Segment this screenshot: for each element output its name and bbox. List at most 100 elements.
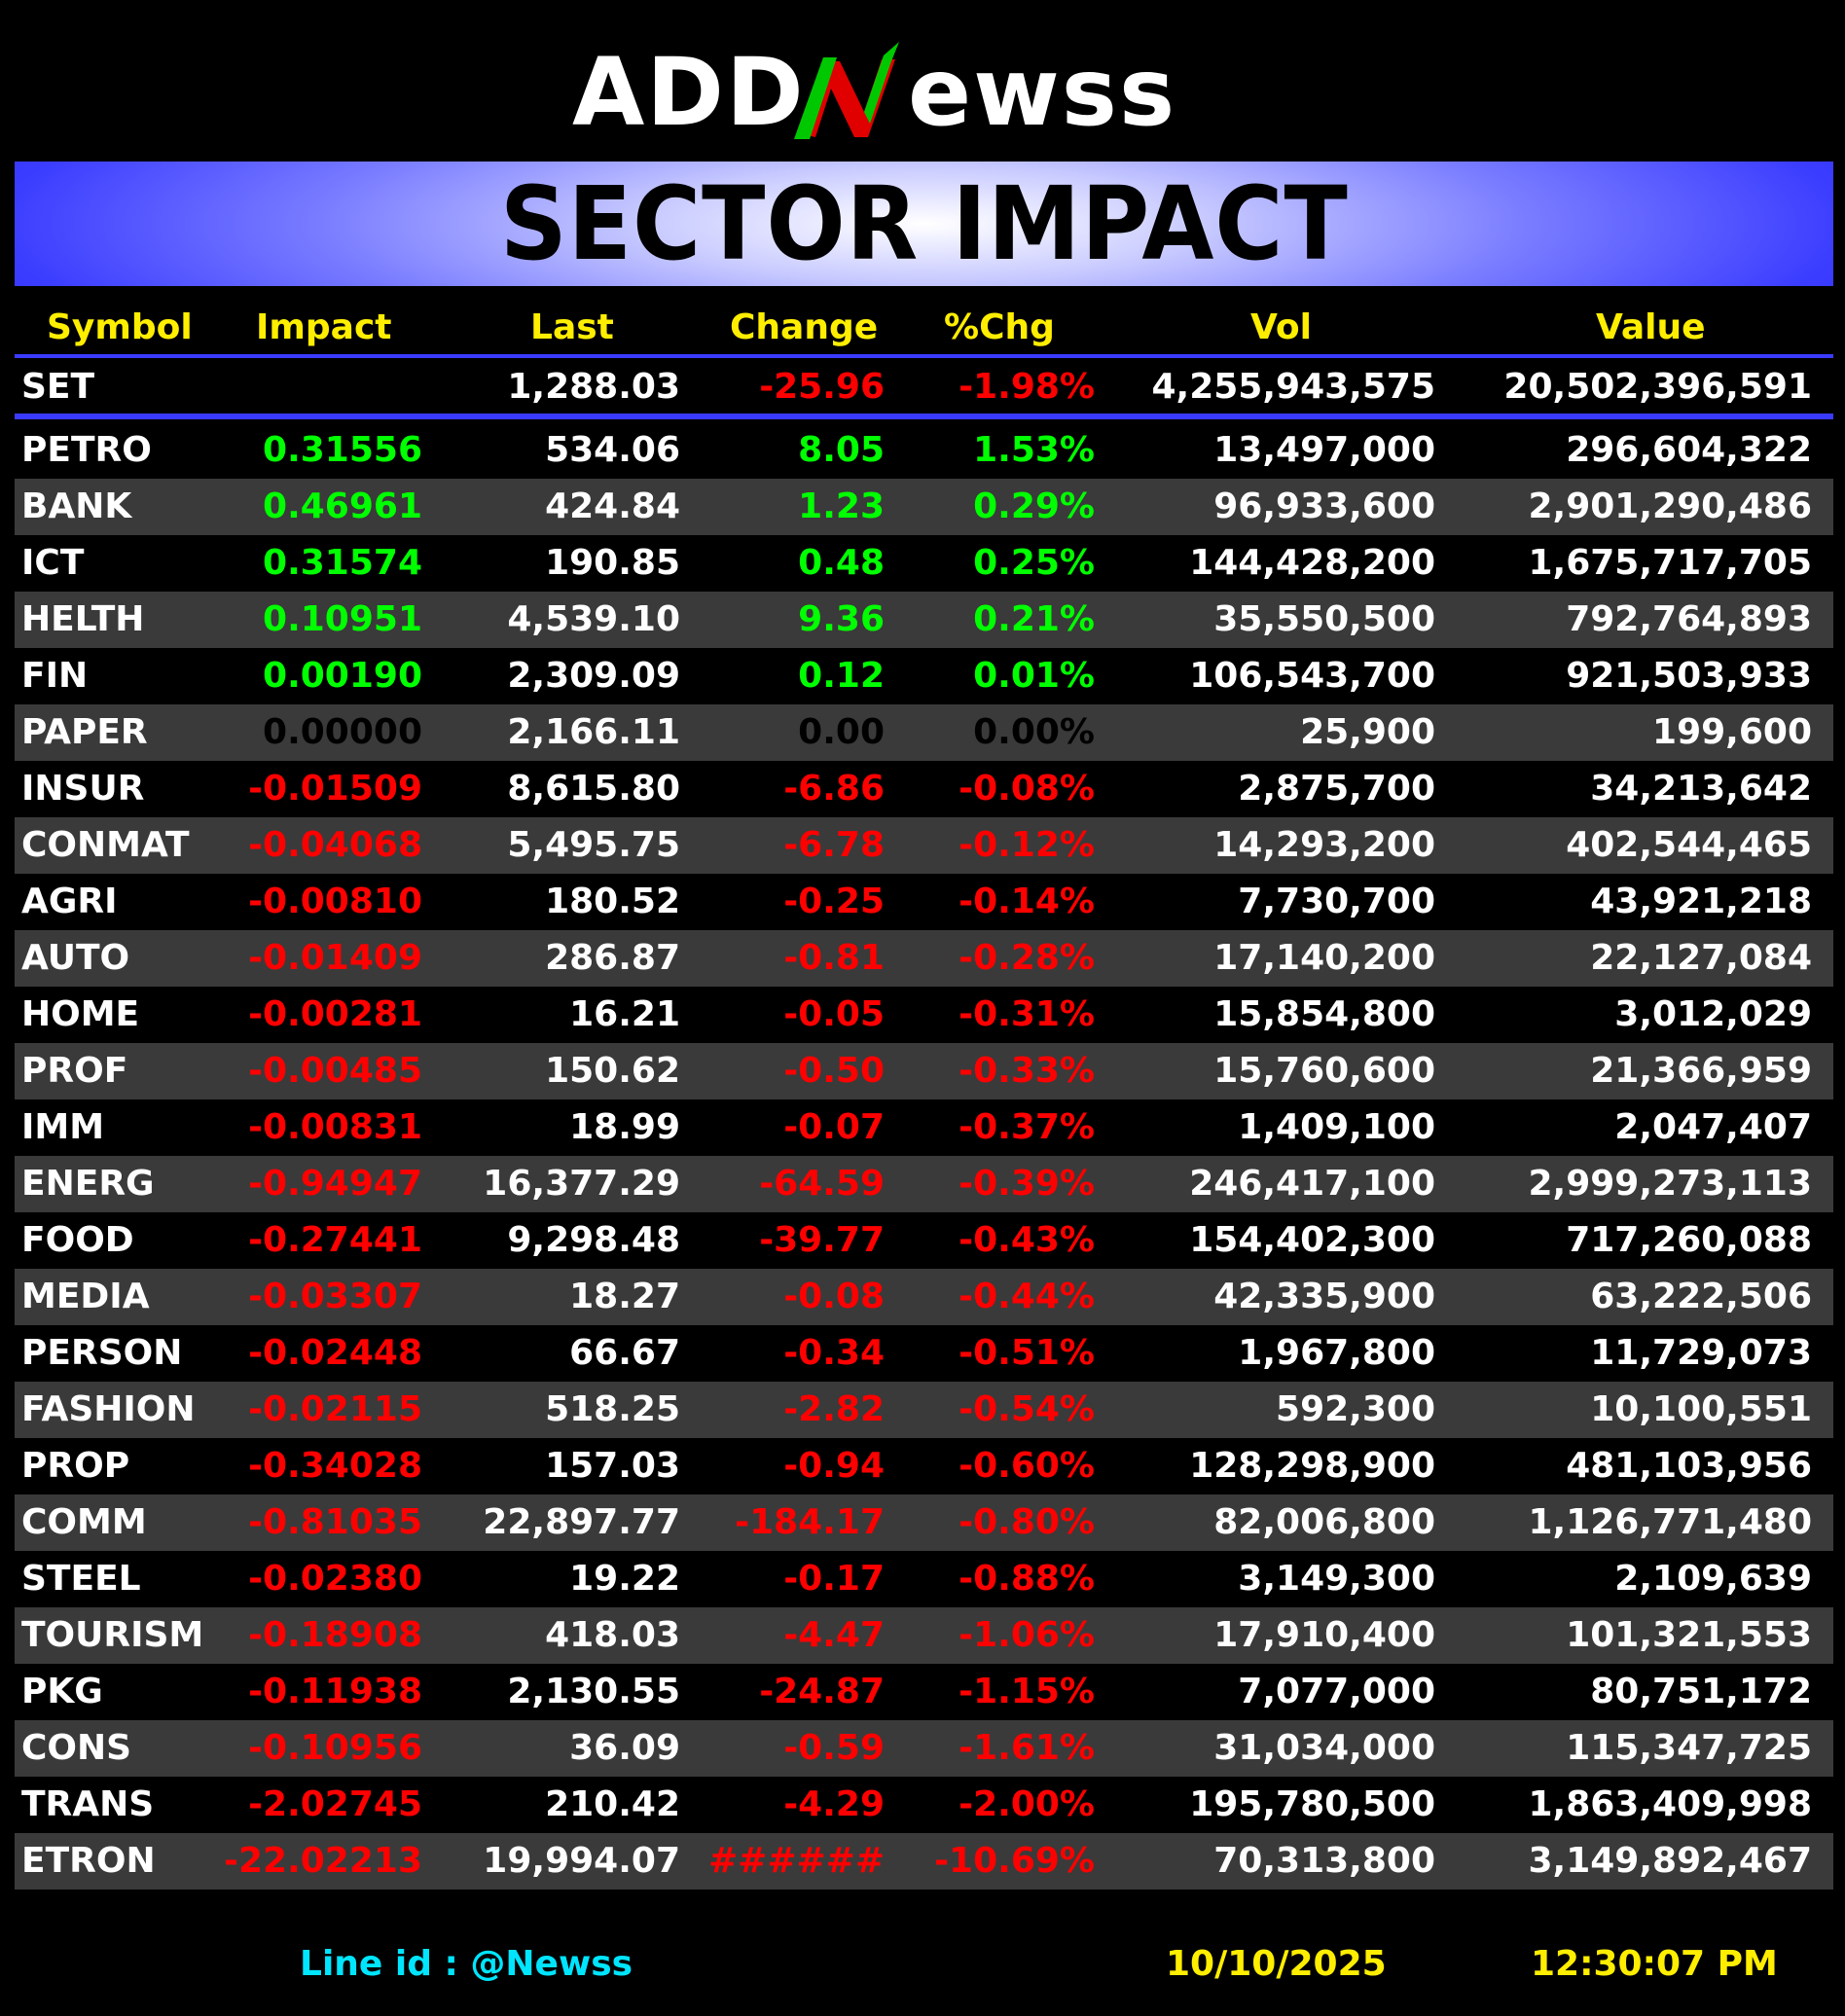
table-row: FOOD -0.27441 9,298.48 -39.77 -0.43% 154,402,… <box>15 1212 1833 1269</box>
sector-pct-change: -0.60% <box>959 1446 1095 1486</box>
header-last: Last <box>530 307 614 347</box>
table-row: TRANS -2.02745 210.42 -4.29 -2.00% 195,780,50… <box>15 1777 1833 1833</box>
sector-value: 481,103,956 <box>1566 1446 1812 1486</box>
sector-value: 402,544,465 <box>1566 825 1812 865</box>
sector-volume: 1,409,100 <box>1238 1107 1435 1147</box>
sector-pct-change: -0.12% <box>959 825 1095 865</box>
sector-impact: -0.00485 <box>248 1051 422 1091</box>
table-row: CONS -0.10956 36.09 -0.59 -1.61% 31,034,000 11… <box>15 1720 1833 1777</box>
table-row: COMM -0.81035 22,897.77 -184.17 -0.80% 82,006… <box>15 1494 1833 1551</box>
sector-volume: 106,543,700 <box>1189 656 1435 696</box>
sector-pct-change: 0.00% <box>973 712 1095 752</box>
sector-pct-change: -1.06% <box>959 1615 1095 1655</box>
sector-symbol: COMM <box>21 1502 147 1542</box>
report-date: 10/10/2025 <box>1166 1944 1387 1984</box>
sector-symbol: ENERG <box>21 1164 155 1204</box>
index-value: 20,502,396,591 <box>1503 367 1812 407</box>
sector-impact: -0.94947 <box>248 1164 422 1204</box>
sector-symbol: CONS <box>21 1728 132 1768</box>
sector-volume: 144,428,200 <box>1189 543 1435 583</box>
sector-pct-change: -10.69% <box>934 1841 1095 1881</box>
sector-impact: -0.11938 <box>248 1672 422 1711</box>
sector-symbol: HELTH <box>21 599 145 639</box>
sector-change: 0.12 <box>798 656 885 696</box>
sector-value: 2,047,407 <box>1614 1107 1812 1147</box>
sector-impact: -0.02115 <box>248 1389 422 1429</box>
sector-value: 921,503,933 <box>1566 656 1812 696</box>
sector-value: 3,149,892,467 <box>1528 1841 1812 1881</box>
sector-change: 8.05 <box>798 430 885 470</box>
table-row: TOURISM -0.18908 418.03 -4.47 -1.06% 17,910,4… <box>15 1607 1833 1664</box>
sector-symbol: AGRI <box>21 882 118 921</box>
index-pct-change: -1.98% <box>959 367 1095 407</box>
sector-pct-change: 0.29% <box>973 486 1095 526</box>
sector-symbol: IMM <box>21 1107 105 1147</box>
sector-last: 210.42 <box>545 1784 680 1824</box>
header-symbol: Symbol <box>47 307 193 347</box>
sector-change: -64.59 <box>759 1164 885 1204</box>
sector-last: 16,377.29 <box>483 1164 680 1204</box>
sector-change: -2.82 <box>783 1389 885 1429</box>
sector-volume: 246,417,100 <box>1189 1164 1435 1204</box>
sector-value: 1,863,409,998 <box>1528 1784 1812 1824</box>
sector-last: 180.52 <box>545 882 680 921</box>
header-change: Change <box>730 307 879 347</box>
table-row: PROP -0.34028 157.03 -0.94 -0.60% 128,298,900… <box>15 1438 1833 1494</box>
sector-impact: -0.00810 <box>248 882 422 921</box>
index-divider <box>15 414 1833 419</box>
table-row: PETRO 0.31556 534.06 8.05 1.53% 13,497,000 296… <box>15 422 1833 479</box>
header-divider <box>15 354 1833 358</box>
sector-change: ###### <box>708 1841 885 1881</box>
sector-symbol: PROF <box>21 1051 128 1091</box>
sector-symbol: HOME <box>21 994 140 1034</box>
sector-pct-change: -0.54% <box>959 1389 1095 1429</box>
sector-last: 2,309.09 <box>507 656 680 696</box>
sector-change: -0.81 <box>783 938 885 978</box>
sector-last: 150.62 <box>545 1051 680 1091</box>
sector-volume: 592,300 <box>1276 1389 1435 1429</box>
sector-pct-change: -0.28% <box>959 938 1095 978</box>
sector-value: 2,109,639 <box>1614 1559 1812 1599</box>
sector-pct-change: -0.39% <box>959 1164 1095 1204</box>
sector-impact-banner: SECTOR IMPACT <box>15 162 1833 286</box>
sector-impact: 0.00190 <box>263 656 422 696</box>
sector-last: 2,130.55 <box>507 1672 680 1711</box>
table-row: IMM -0.00831 18.99 -0.07 -0.37% 1,409,100 2,04… <box>15 1099 1833 1156</box>
table-row: HELTH 0.10951 4,539.10 9.36 0.21% 35,550,500 7… <box>15 592 1833 648</box>
sector-pct-change: -2.00% <box>959 1784 1095 1824</box>
sector-value: 101,321,553 <box>1566 1615 1812 1655</box>
sector-change: -0.17 <box>783 1559 885 1599</box>
sector-symbol: MEDIA <box>21 1277 150 1316</box>
sector-value: 21,366,959 <box>1590 1051 1812 1091</box>
sector-change: -0.50 <box>783 1051 885 1091</box>
sector-symbol: FIN <box>21 656 89 696</box>
sector-symbol: TRANS <box>21 1784 155 1824</box>
sector-last: 16.21 <box>569 994 680 1034</box>
sector-last: 36.09 <box>569 1728 680 1768</box>
sector-volume: 3,149,300 <box>1238 1559 1435 1599</box>
table-row: FIN 0.00190 2,309.09 0.12 0.01% 106,543,700 92… <box>15 648 1833 704</box>
sector-volume: 96,933,600 <box>1213 486 1435 526</box>
table-row: CONMAT -0.04068 5,495.75 -6.78 -0.12% 14,293,… <box>15 817 1833 874</box>
sector-last: 8,615.80 <box>507 769 680 809</box>
sector-symbol: FOOD <box>21 1220 134 1260</box>
sector-impact: 0.46961 <box>263 486 422 526</box>
sector-volume: 25,900 <box>1300 712 1435 752</box>
sector-volume: 7,077,000 <box>1238 1672 1435 1711</box>
sector-symbol: BANK <box>21 486 132 526</box>
sector-last: 9,298.48 <box>507 1220 680 1260</box>
sector-impact: -2.02745 <box>248 1784 422 1824</box>
sector-impact: -0.81035 <box>248 1502 422 1542</box>
sector-last: 157.03 <box>545 1446 680 1486</box>
sector-symbol: INSUR <box>21 769 145 809</box>
sector-change: 1.23 <box>798 486 885 526</box>
index-last: 1,288.03 <box>507 367 680 407</box>
sector-value: 10,100,551 <box>1590 1389 1812 1429</box>
sector-change: -24.87 <box>759 1672 885 1711</box>
sector-change: -39.77 <box>759 1220 885 1260</box>
sector-last: 190.85 <box>545 543 680 583</box>
sector-value: 11,729,073 <box>1590 1333 1812 1373</box>
sector-pct-change: 0.21% <box>973 599 1095 639</box>
sector-pct-change: 0.25% <box>973 543 1095 583</box>
sector-value: 3,012,029 <box>1614 994 1812 1034</box>
